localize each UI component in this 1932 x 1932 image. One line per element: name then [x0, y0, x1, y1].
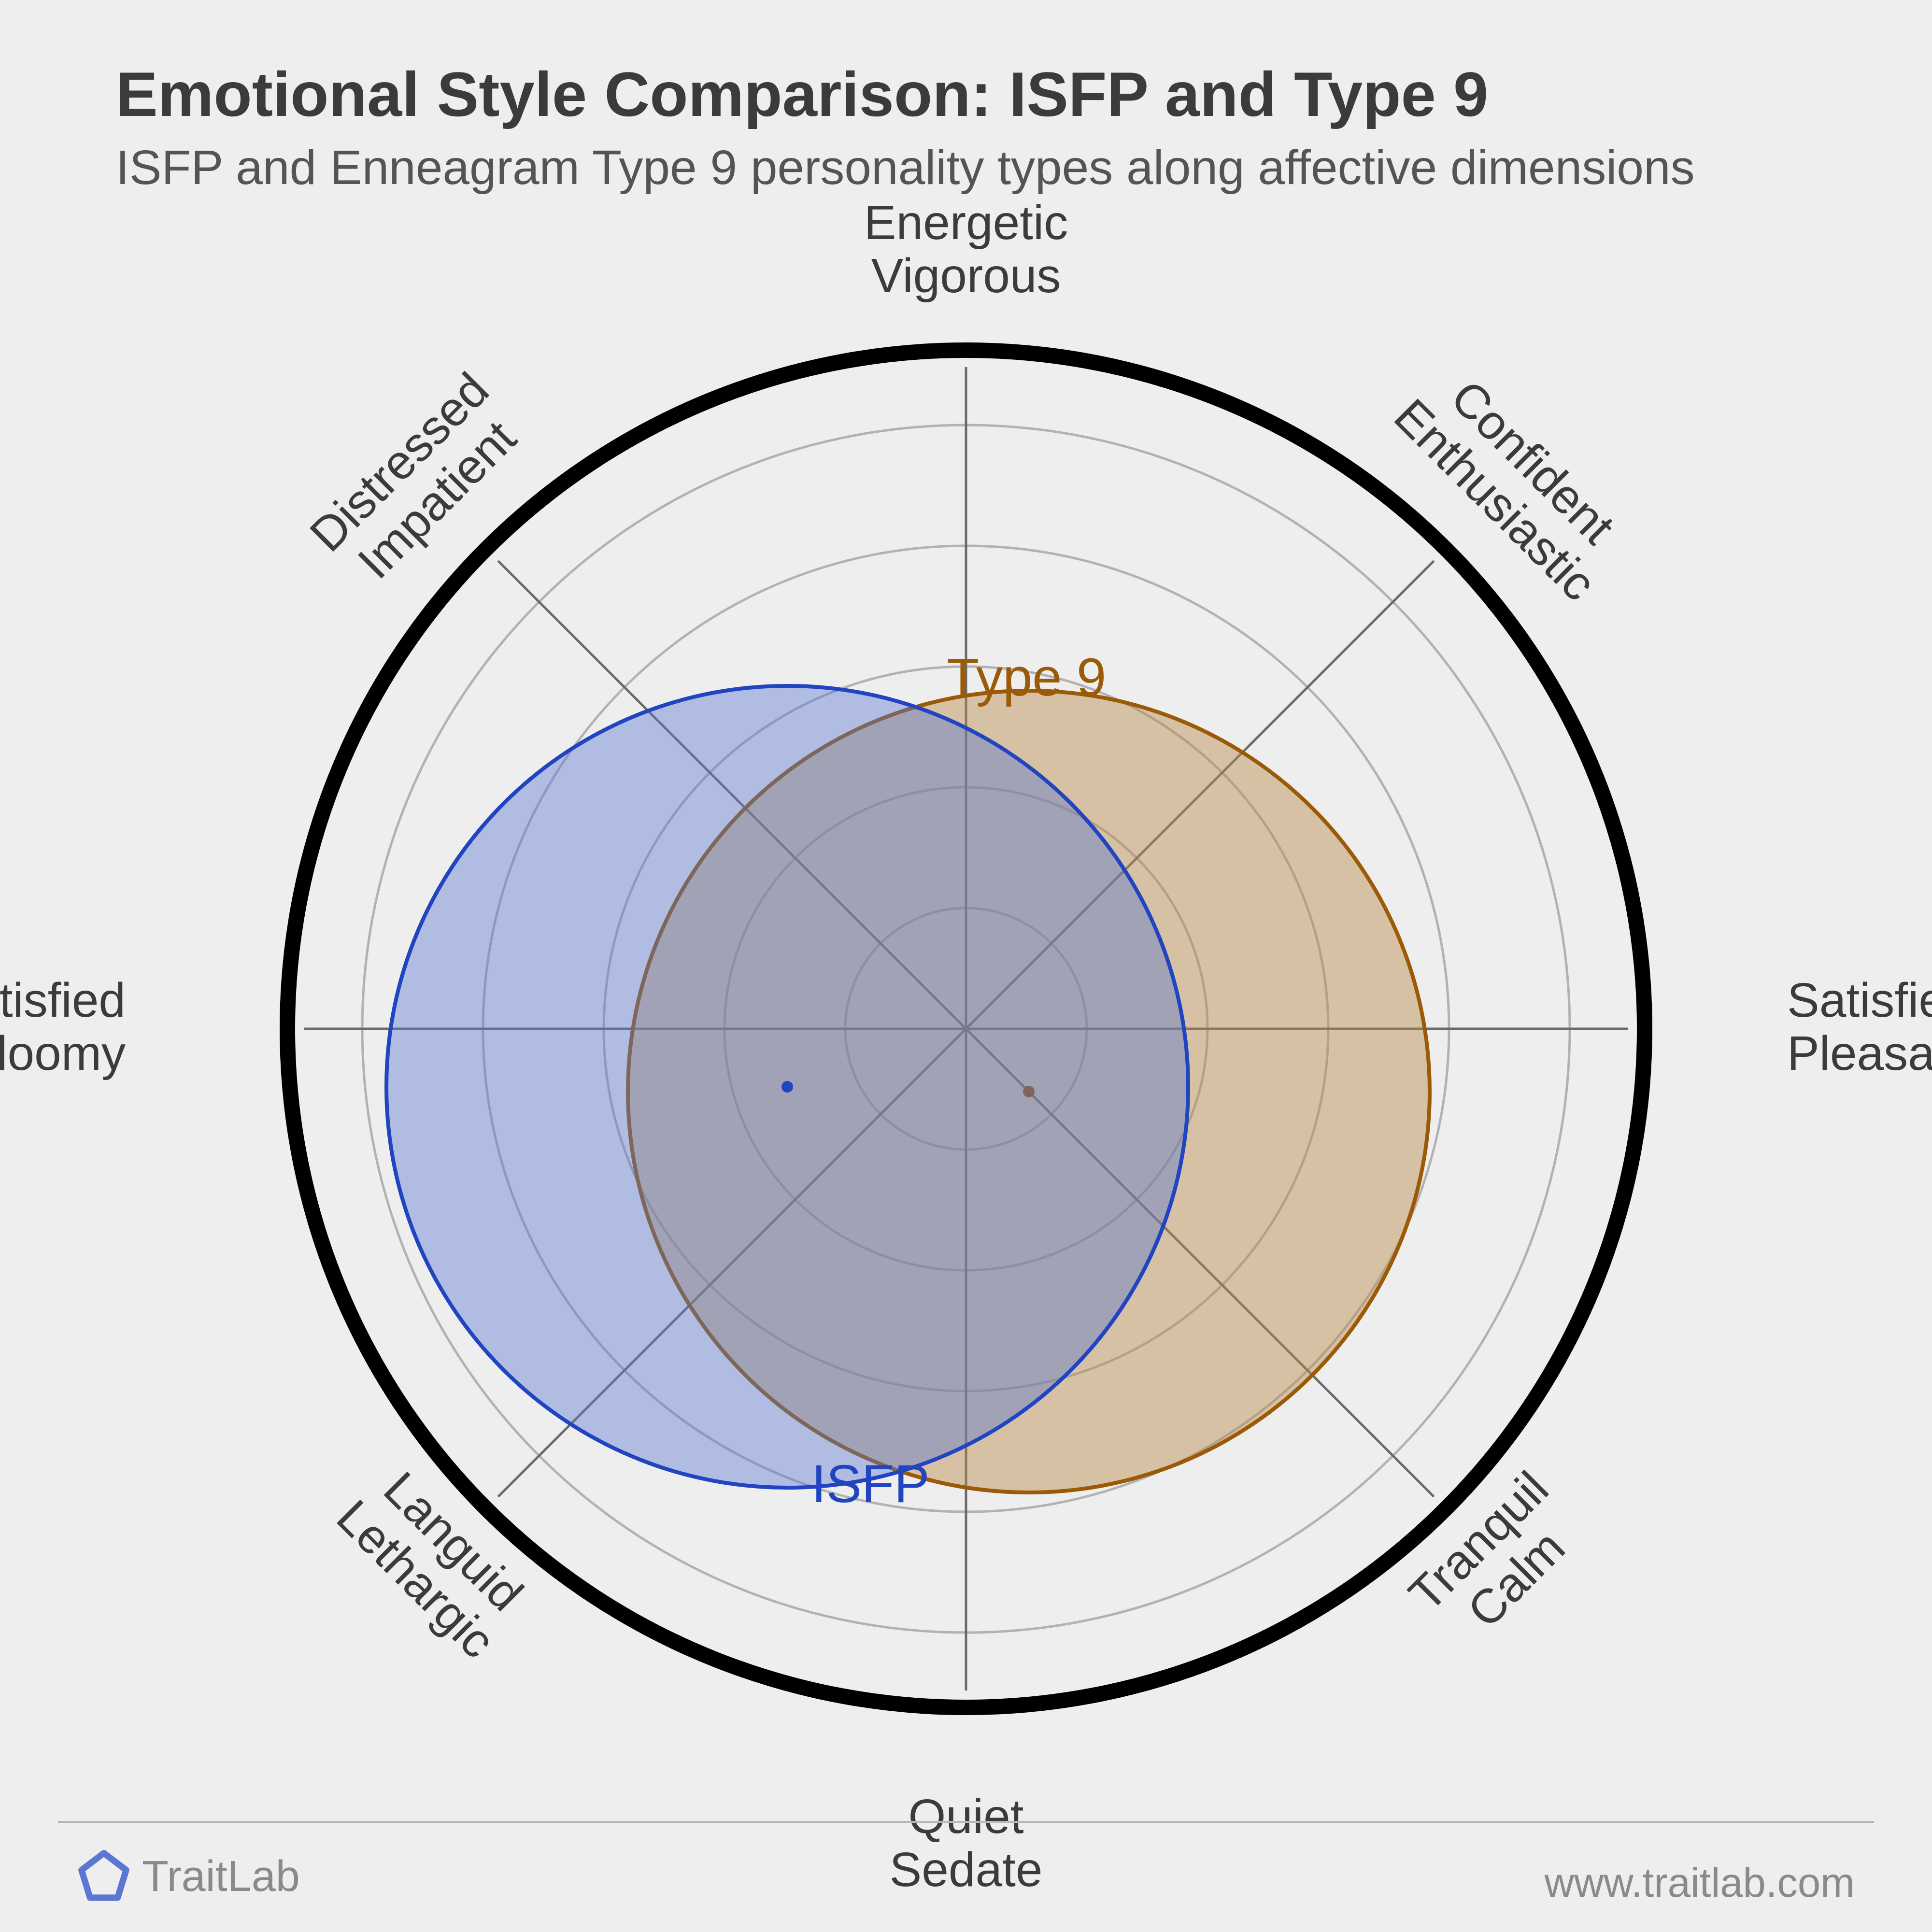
svg-text:Gloomy: Gloomy [0, 1026, 126, 1080]
traitlab-logo-icon [77, 1850, 130, 1903]
svg-text:Satisfied: Satisfied [1787, 973, 1932, 1027]
svg-text:Sedate: Sedate [890, 1843, 1043, 1897]
chart-subtitle: ISFP and Enneagram Type 9 personality ty… [116, 140, 1695, 196]
footer-divider [58, 1821, 1874, 1823]
axis-label: EnergeticVigorous [864, 196, 1068, 303]
axis-label: QuietSedate [890, 1790, 1043, 1897]
svg-text:Pleasant: Pleasant [1787, 1026, 1932, 1080]
axis-label: DissatisfiedGloomy [0, 973, 126, 1080]
svg-text:Dissatisfied: Dissatisfied [0, 973, 126, 1027]
chart-title: Emotional Style Comparison: ISFP and Typ… [116, 58, 1488, 130]
svg-text:Energetic: Energetic [864, 196, 1068, 250]
brand-block: TraitLab [77, 1850, 300, 1903]
svg-text:Vigorous: Vigorous [871, 249, 1061, 303]
axis-label: SatisfiedPleasant [1787, 973, 1932, 1080]
series-label-isfp: ISFP [811, 1454, 930, 1514]
brand-text: TraitLab [142, 1852, 300, 1902]
series-label-type9: Type 9 [947, 648, 1106, 707]
affective-circumplex-chart: ISFPType 9EnergeticVigorousConfidentEnth… [0, 0, 1932, 1932]
brand-url: www.traitlab.com [1545, 1860, 1855, 1907]
svg-text:Quiet: Quiet [908, 1790, 1023, 1844]
